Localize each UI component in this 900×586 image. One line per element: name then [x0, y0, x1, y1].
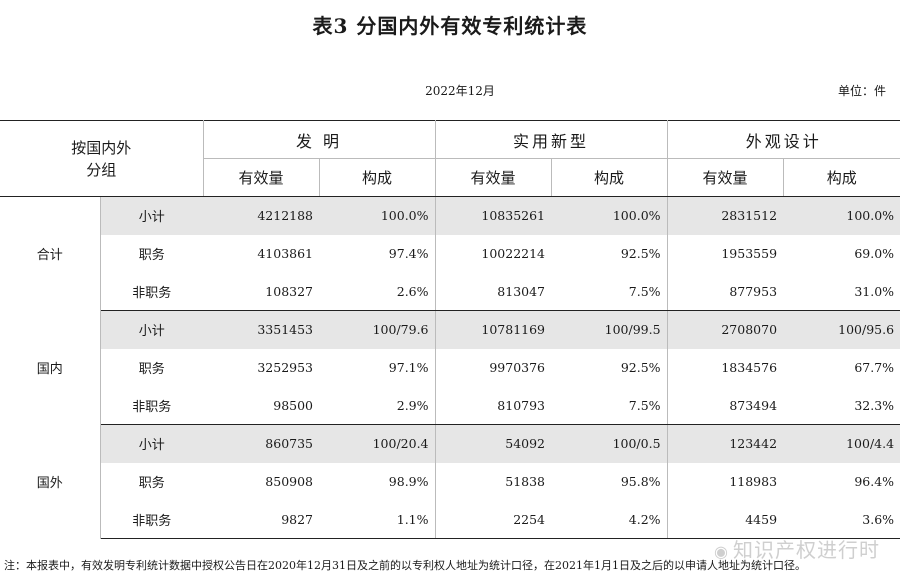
table-cell: 4212188 — [203, 196, 320, 235]
table-cell: 7.5% — [551, 272, 668, 311]
table-body: 合计 小计 4212188 100.0% 10835261 100.0% 2831512 10… — [0, 196, 900, 539]
table-cell: 1.1% — [319, 500, 436, 539]
table-cell: 10781169 — [434, 310, 552, 349]
table-cell: 2708070 — [666, 310, 784, 349]
table-cell: 4459 — [666, 500, 784, 539]
table-cell: 850908 — [265, 474, 314, 489]
table-cell: 2831512 — [666, 196, 784, 235]
table-title: 表3 分国内外有效专利统计表 — [312, 14, 588, 38]
table-cell: 100.0% — [783, 196, 900, 235]
table-cell: 54092 — [434, 424, 552, 463]
row-label: 职务 — [138, 362, 165, 377]
wechat-icon: ◉ — [714, 542, 729, 561]
patent-table: 按国内外 分组 发 明 实用新型 外观设计 有效量 构成 有效量 构成 有效量 … — [0, 120, 900, 539]
table-row: 职务 850908 98.9% 51838 95.8% 118983 96.4% — [0, 462, 900, 501]
table-cell: 32.3% — [783, 386, 900, 425]
watermark-text: 知识产权进行时 — [733, 538, 880, 562]
table-row: 非职务 108327 2.6% 813047 7.5% 877953 31.0% — [0, 272, 900, 311]
group-header-utility: 实用新型 — [434, 120, 668, 159]
table-cell: 100/99.5 — [551, 310, 668, 349]
table-cell: 7.5% — [551, 386, 668, 425]
table-cell: 9827 — [203, 500, 320, 539]
table-cell: 98.9% — [388, 474, 429, 489]
row-label: 非职务 — [100, 386, 204, 425]
table-cell: 2.6% — [319, 272, 436, 311]
table-cell: 813047 — [434, 272, 552, 311]
row-label: 非职务 — [100, 272, 204, 311]
table-cell: 1953559 — [666, 234, 784, 273]
table-cell: 4103861 — [257, 246, 314, 261]
table-cell: 96.4% — [854, 474, 895, 489]
table-cell: 100.0% — [551, 196, 668, 235]
table-cell: 3351453 — [203, 310, 320, 349]
table-cell: 100.0% — [319, 196, 436, 235]
table-cell: 810793 — [434, 386, 552, 425]
row-label: 职务 — [138, 248, 165, 263]
table-row: 非职务 98500 2.9% 810793 7.5% 873494 32.3% — [0, 386, 900, 425]
table-cell: 100/95.6 — [783, 310, 900, 349]
table-cell: 118983 — [666, 462, 784, 501]
section-name: 国外 — [0, 424, 101, 539]
table-cell: 1834576 — [666, 348, 784, 387]
row-label: 小计 — [100, 310, 204, 349]
row-label: 非职务 — [100, 500, 204, 539]
table-cell: 100/0.5 — [551, 424, 668, 463]
table-cell: 97.1% — [388, 360, 429, 375]
table-cell: 100/4.4 — [783, 424, 900, 463]
table-cell: 860735 — [203, 424, 320, 463]
table-cell: 4.2% — [551, 500, 668, 539]
table-cell: 10022214 — [434, 234, 552, 273]
footnote: 注：本报表中，有效发明专利统计数据中授权公告日在2020年12月31日及之前的以… — [4, 559, 806, 572]
table-row: 国外 小计 860735 100/20.4 54092 100/0.5 123442 100/… — [0, 424, 900, 539]
table-cell: 2254 — [434, 500, 552, 539]
table-row: 职务 4103861 97.4% 10022214 92.5% 1953559 69.0% — [0, 234, 900, 273]
table-cell: 873494 — [666, 386, 784, 425]
row-label: 小计 — [100, 424, 204, 463]
group-header-invention: 发 明 — [203, 120, 436, 159]
section-name: 合计 — [0, 196, 101, 311]
table-row: 非职务 9827 1.1% 2254 4.2% 4459 3.6% — [0, 500, 900, 539]
table-cell: 3.6% — [783, 500, 900, 539]
section-name: 国内 — [0, 310, 101, 425]
row-label: 小计 — [100, 196, 204, 235]
table-row: 职务 3252953 97.1% 9970376 92.5% 1834576 67.7% — [0, 348, 900, 387]
table-cell: 10835261 — [434, 196, 552, 235]
table-row: 合计 小计 4212188 100.0% 10835261 100.0% 2831512 10… — [0, 196, 900, 311]
corner-header: 按国内外 分组 — [0, 120, 204, 197]
watermark: ◉ 知识产权进行时 — [714, 534, 880, 563]
table-cell: 100/20.4 — [319, 424, 436, 463]
sub-header: 构成 — [318, 158, 436, 197]
table-cell: 877953 — [666, 272, 784, 311]
sub-header: 有效量 — [203, 158, 320, 197]
table-cell: 51838 — [434, 462, 552, 501]
table-cell: 31.0% — [783, 272, 900, 311]
table-cell: 92.5% — [620, 360, 661, 375]
group-header-design: 外观设计 — [666, 120, 900, 159]
unit-label: 单位：件 — [837, 84, 886, 98]
table-cell: 2.9% — [319, 386, 436, 425]
table-cell: 98500 — [203, 386, 320, 425]
table-cell: 92.5% — [620, 246, 661, 261]
sub-header: 构成 — [782, 158, 900, 197]
table-cell: 97.4% — [388, 246, 429, 261]
table-cell: 123442 — [666, 424, 784, 463]
table-cell: 100/79.6 — [319, 310, 436, 349]
corner-line-2: 分组 — [86, 160, 117, 179]
table-cell: 3252953 — [257, 360, 314, 375]
corner-line-1: 按国内外 — [71, 138, 132, 157]
sub-header: 有效量 — [666, 158, 784, 197]
table-cell: 67.7% — [854, 360, 895, 375]
table-cell: 95.8% — [620, 474, 661, 489]
sub-header: 有效量 — [434, 158, 552, 197]
table-cell: 108327 — [203, 272, 320, 311]
table-cell: 9970376 — [434, 348, 552, 387]
report-date: 2022年12月 — [425, 84, 495, 98]
sub-header: 构成 — [550, 158, 668, 197]
row-label: 职务 — [138, 476, 165, 491]
table-cell: 69.0% — [854, 246, 895, 261]
table-row: 国内 小计 3351453 100/79.6 10781169 100/99.5 27080… — [0, 310, 900, 425]
